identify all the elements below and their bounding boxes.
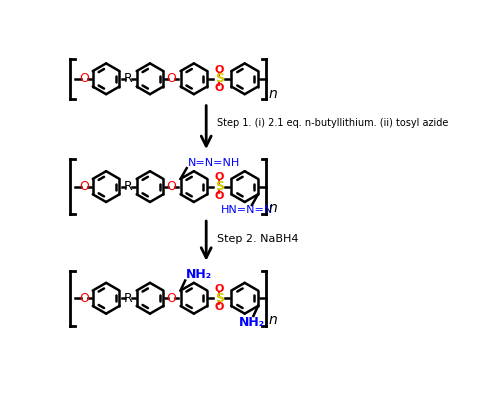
Text: S: S (215, 180, 224, 193)
Text: S: S (215, 292, 224, 305)
Text: N=N=NH: N=N=NH (188, 158, 240, 168)
Text: O: O (166, 72, 176, 85)
Text: O: O (214, 302, 224, 312)
Text: HN=N=N: HN=N=N (221, 206, 274, 216)
Text: R: R (124, 72, 132, 85)
Text: Step 1. (i) 2.1 eq. n-butyllithium. (ii) tosyl azide: Step 1. (i) 2.1 eq. n-butyllithium. (ii)… (217, 118, 448, 128)
Text: O: O (214, 83, 224, 93)
Text: NH₂: NH₂ (186, 268, 212, 281)
Text: O: O (79, 180, 88, 193)
Text: n: n (268, 313, 277, 327)
Text: S: S (215, 72, 224, 85)
Text: O: O (214, 191, 224, 201)
Text: O: O (79, 292, 88, 305)
Text: n: n (268, 201, 277, 215)
Text: Step 2. NaBH4: Step 2. NaBH4 (217, 234, 298, 244)
Text: O: O (79, 72, 88, 85)
Text: O: O (166, 180, 176, 193)
Text: R: R (124, 180, 132, 193)
Text: O: O (214, 172, 224, 182)
Text: O: O (214, 284, 224, 294)
Text: NH₂: NH₂ (239, 316, 265, 329)
Text: n: n (268, 87, 277, 101)
Text: R: R (124, 292, 132, 305)
Text: O: O (166, 292, 176, 305)
Text: O: O (214, 64, 224, 74)
